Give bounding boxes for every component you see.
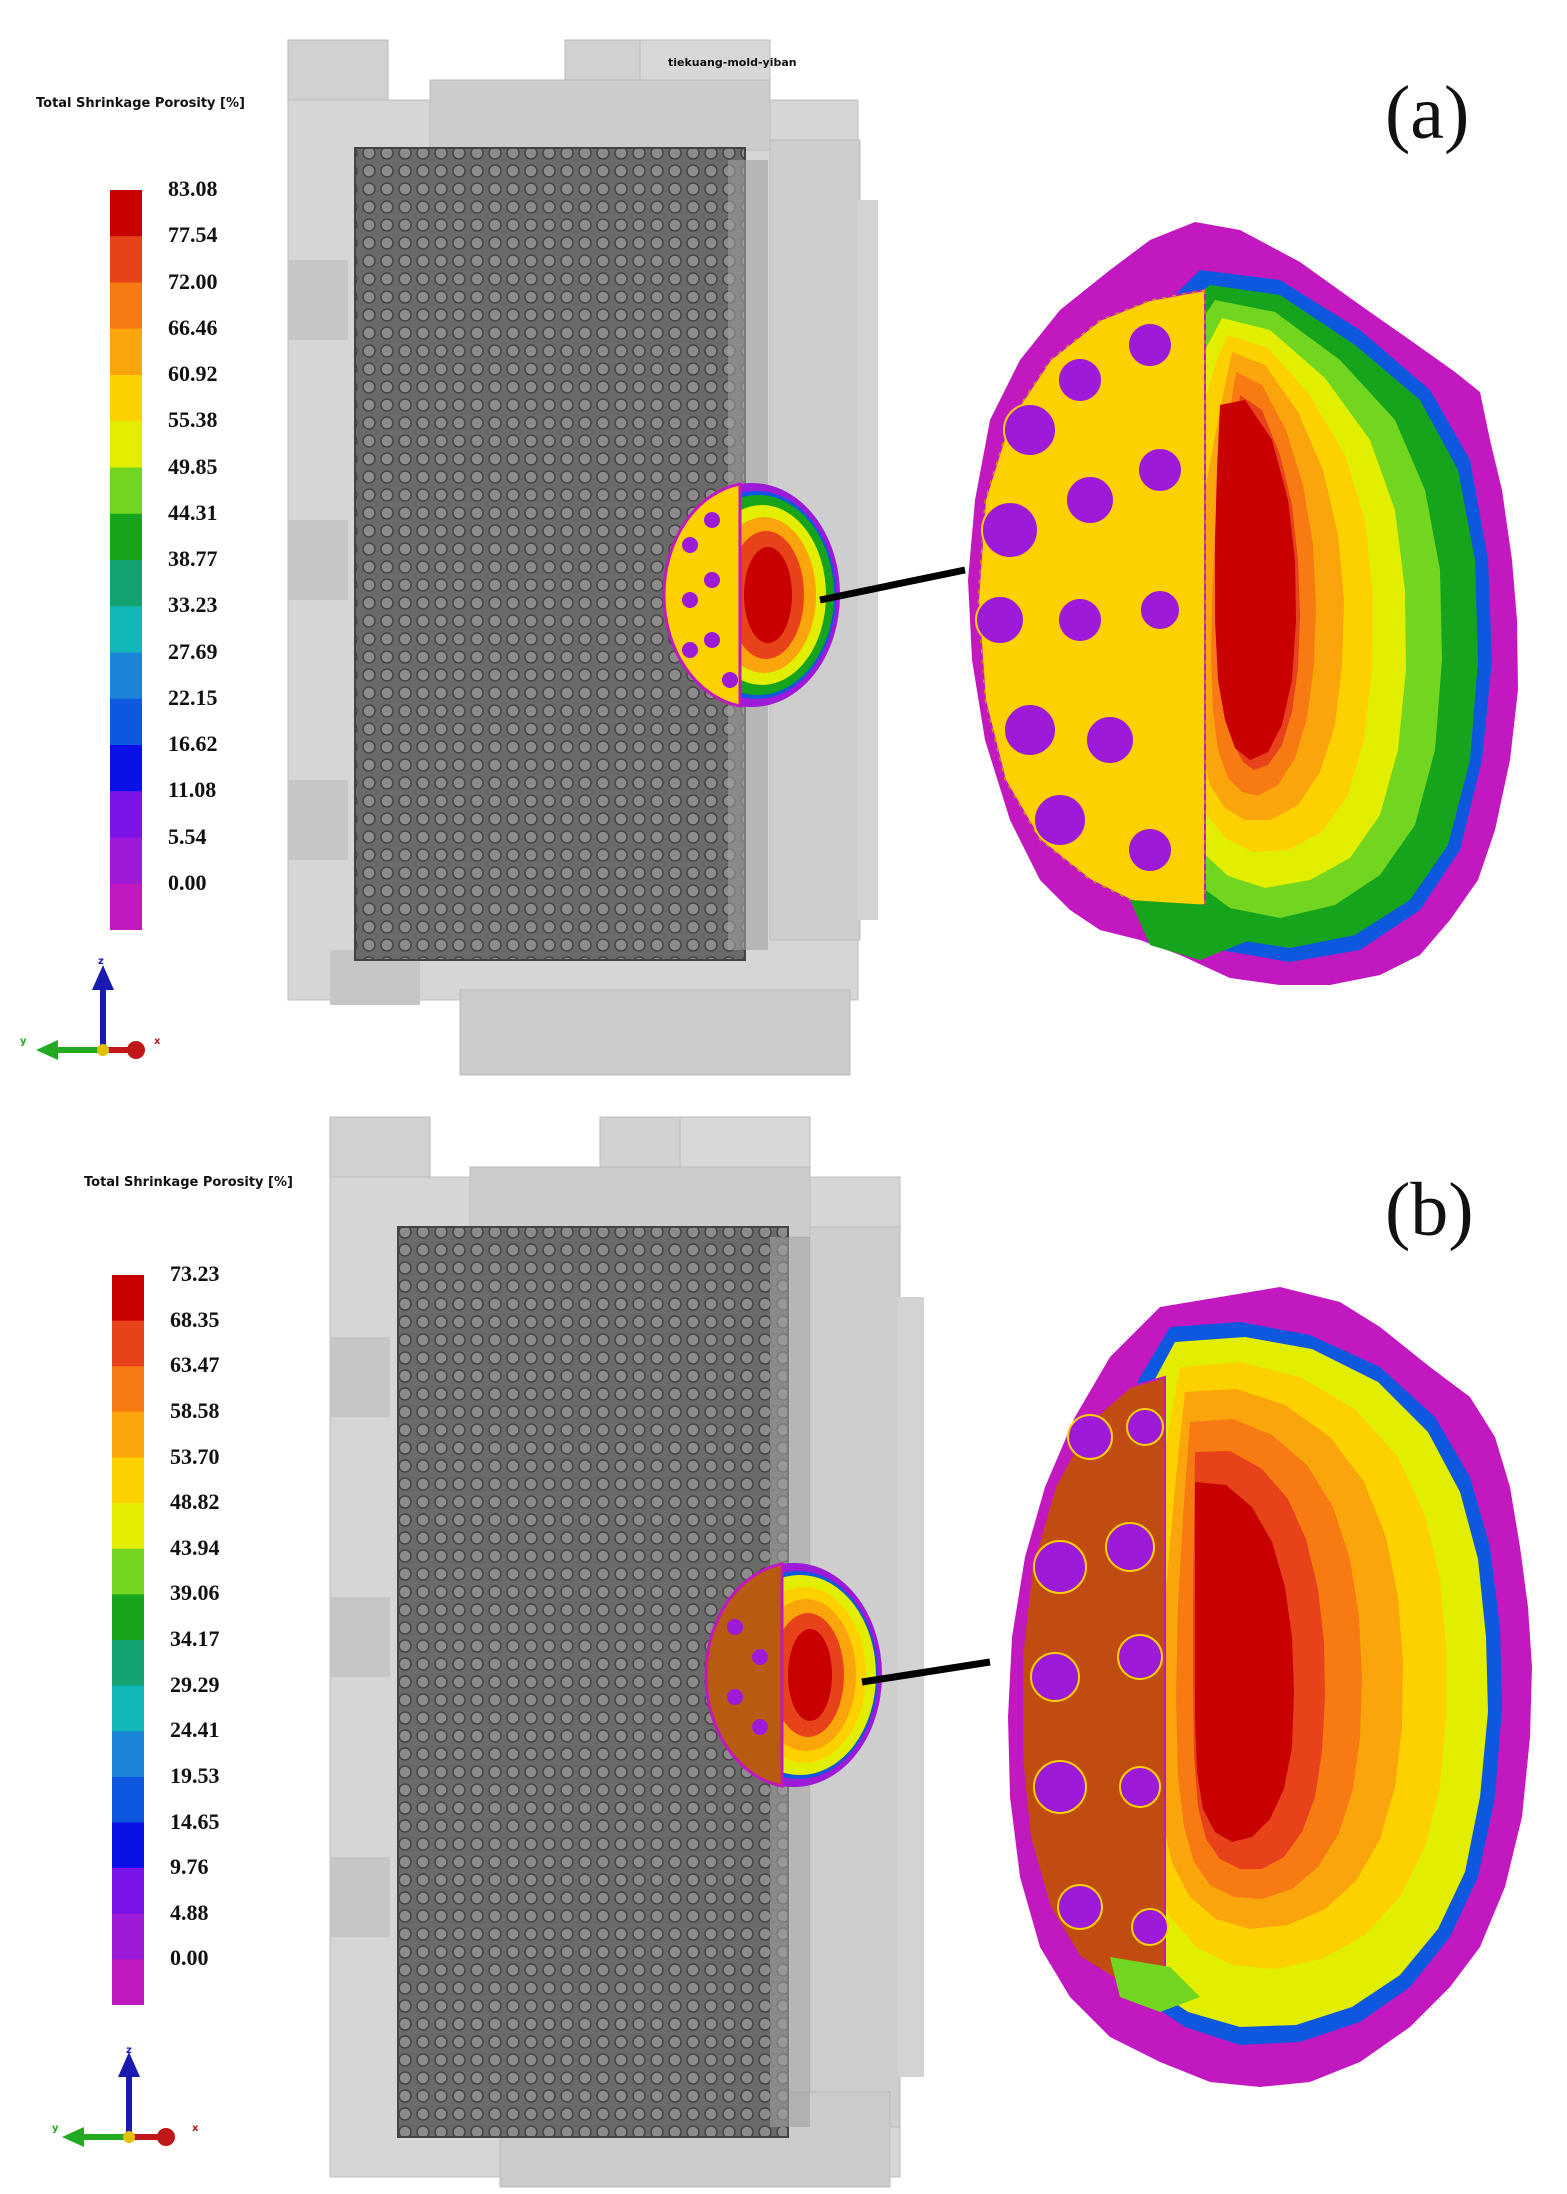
- colorbar-segment: [110, 236, 142, 283]
- z-axis-label: z: [98, 956, 104, 967]
- legend-tick-label: 60.92: [168, 361, 218, 386]
- panel-label: (b): [1385, 1168, 1474, 1252]
- y-axis-label: y: [52, 2123, 59, 2134]
- colorbar-segment: [110, 328, 142, 376]
- colorbar-segment: [110, 837, 142, 885]
- legend-tick-label: 11.08: [168, 777, 217, 803]
- legend-tick-label: 0.00: [170, 1945, 209, 1971]
- zoom-connector: [819, 566, 966, 604]
- legend-tick-label: 77.54: [168, 222, 218, 248]
- legend-title: Total Shrinkage Porosity [%]: [36, 96, 245, 111]
- y-axis-label: y: [20, 1036, 27, 1047]
- y-axis-arrow-icon: [62, 2127, 84, 2147]
- legend-tick-label: 55.38: [168, 407, 218, 433]
- legend-tick-label: 5.54: [168, 823, 207, 849]
- legend-tick-label: 53.70: [170, 1443, 220, 1469]
- panel-a: tiekuang-mold-yiban Total Shrinkage Poro…: [0, 0, 1567, 1090]
- colorbar-segment: [112, 1868, 144, 1915]
- x-axis-ball-icon: [127, 1041, 145, 1059]
- defect-enlarged: [1008, 1287, 1532, 2087]
- colorbar-segment: [112, 1913, 144, 1960]
- colorbar-segment: [112, 1548, 144, 1595]
- colorbar-segment: [112, 1366, 144, 1413]
- legend-tick-label: 4.88: [170, 1899, 209, 1925]
- colorbar-segment: [112, 1959, 144, 2005]
- colorbar-segment: [112, 1275, 144, 1322]
- x-axis-label: x: [192, 2123, 199, 2134]
- panel-b: Total Shrinkage Porosity [%] 73.23 68.35 6…: [0, 1097, 1567, 2194]
- colorbar-segment: [110, 560, 142, 607]
- colorbar-segment: [112, 1640, 144, 1687]
- colorbar-segment: [112, 1685, 144, 1732]
- legend-tick-label: 19.53: [170, 1762, 220, 1788]
- panel-label: (a): [1385, 71, 1470, 155]
- colorbar-segment: [110, 375, 142, 422]
- x-axis-label: x: [154, 1036, 161, 1047]
- legend-tick-label: 43.94: [170, 1534, 220, 1560]
- axis-triad: [62, 2052, 175, 2147]
- legend-tick-label: 49.85: [168, 453, 218, 479]
- legend-tick-label: 44.31: [168, 499, 218, 525]
- colorbar-segment: [112, 1411, 144, 1458]
- colorbar-segment: [110, 467, 142, 515]
- legend-tick-label: 34.17: [170, 1626, 220, 1651]
- colorbar-segment: [110, 698, 142, 746]
- legend-tick-label: 29.29: [170, 1671, 220, 1697]
- legend-tick-label: 66.46: [168, 314, 218, 340]
- colorbar-segment: [112, 1776, 144, 1823]
- simulation-view-a: [287, 39, 1518, 1076]
- colorbar-segment: [112, 1503, 144, 1550]
- defect-small: [704, 1562, 882, 1788]
- simulation-view-b: [329, 1116, 1532, 2188]
- legend-tick-label: 16.62: [168, 731, 218, 756]
- legend-tick-label: 83.08: [168, 176, 218, 201]
- x-axis-ball-icon: [157, 2128, 175, 2146]
- legend-tick-label: 9.76: [170, 1854, 209, 1880]
- z-axis-label: z: [126, 2045, 132, 2056]
- legend-tick-label: 58.58: [170, 1397, 220, 1423]
- legend-tick-label: 48.82: [170, 1489, 220, 1515]
- zoom-connector: [861, 1658, 991, 1686]
- axis-triad: [36, 965, 145, 1060]
- legend-tick-label: 38.77: [168, 546, 218, 571]
- legend-tick-label: 73.23: [170, 1261, 220, 1286]
- colorbar-segment: [112, 1594, 144, 1641]
- colorbar-segment: [110, 282, 142, 330]
- legend-colorbar: [110, 190, 142, 930]
- colorbar-segment: [110, 421, 142, 468]
- legend-colorbar: [112, 1275, 144, 2005]
- legend-tick-label: 0.00: [168, 869, 207, 895]
- colorbar-segment: [110, 883, 142, 930]
- colorbar-segment: [110, 513, 142, 561]
- z-axis-arrow-icon: [92, 965, 114, 990]
- legend-tick-label: 39.06: [170, 1580, 220, 1606]
- y-axis-arrow-icon: [36, 1040, 58, 1060]
- model-name: tiekuang-mold-yiban: [668, 56, 797, 69]
- legend-tick-label: 33.23: [168, 592, 218, 618]
- colorbar-segment: [110, 745, 142, 792]
- z-axis-arrow-icon: [118, 2052, 140, 2077]
- defect-small: [662, 482, 840, 708]
- legend-tick-label: 72.00: [168, 268, 218, 294]
- defect-enlarged: [968, 222, 1518, 985]
- colorbar-segment: [112, 1822, 144, 1869]
- legend-tick-label: 68.35: [170, 1306, 220, 1332]
- legend-tick-label: 14.65: [170, 1808, 220, 1834]
- colorbar-segment: [112, 1457, 144, 1504]
- legend-tick-label: 22.15: [168, 684, 218, 710]
- legend-title: Total Shrinkage Porosity [%]: [84, 1175, 293, 1190]
- colorbar-segment: [112, 1731, 144, 1778]
- colorbar-segment: [110, 606, 142, 653]
- legend-tick-label: 24.41: [170, 1717, 220, 1743]
- legend-tick-label: 63.47: [170, 1352, 220, 1378]
- colorbar-segment: [110, 652, 142, 700]
- colorbar-segment: [110, 190, 142, 237]
- colorbar-segment: [110, 791, 142, 838]
- legend-tick-label: 27.69: [168, 638, 218, 664]
- colorbar-segment: [112, 1320, 144, 1367]
